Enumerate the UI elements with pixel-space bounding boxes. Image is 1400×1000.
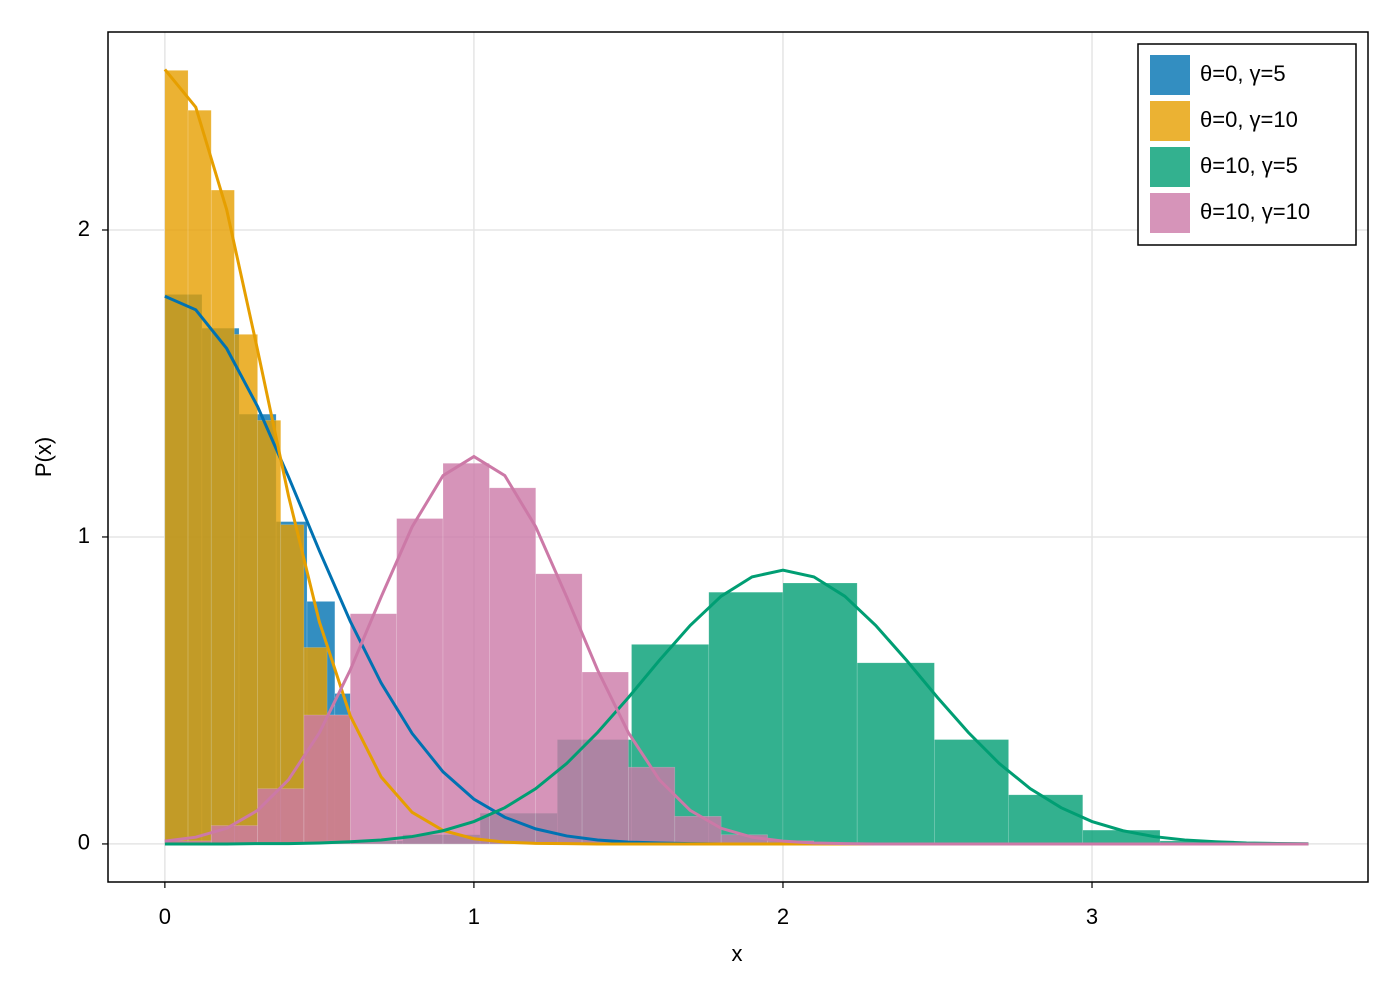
legend-label: θ=0, γ=5 [1200, 61, 1286, 86]
histogram-bar [187, 109, 212, 845]
legend-label: θ=10, γ=5 [1200, 153, 1298, 178]
histogram-bar [856, 662, 935, 845]
histogram-bar [628, 766, 676, 845]
x-tick-label: 0 [159, 904, 171, 929]
plot-frame [107, 31, 1369, 883]
x-axis-label: x [732, 941, 743, 966]
histogram-bar [934, 739, 1009, 845]
y-axis-label: P(x) [31, 437, 56, 477]
histogram-bar [674, 816, 722, 845]
legend-label: θ=10, γ=10 [1200, 199, 1310, 224]
histogram-bar [210, 189, 235, 845]
legend-label: θ=0, γ=10 [1200, 107, 1298, 132]
histogram-bar [303, 714, 351, 845]
y-tick-label: 1 [78, 523, 90, 548]
y-tick-label: 2 [78, 216, 90, 241]
histogram-bar [257, 420, 282, 845]
histogram-bar [782, 582, 858, 845]
density-line [164, 454, 1309, 846]
histogram-bar [708, 591, 784, 845]
histogram-bar [1008, 794, 1084, 845]
legend-swatch [1150, 147, 1190, 187]
histogram-bar [489, 487, 537, 845]
histogram-bar [581, 671, 629, 845]
histogram-bar [164, 70, 189, 845]
x-tick-label: 1 [468, 904, 480, 929]
histogram-bar [210, 825, 258, 845]
histogram-bar [257, 788, 305, 845]
legend: θ=0, γ=5 θ=0, γ=10 θ=10, γ=5 θ=10, γ=10 [1137, 43, 1357, 246]
x-tick-label: 2 [777, 904, 789, 929]
histogram-bar [234, 334, 258, 845]
legend-swatch [1150, 101, 1190, 141]
legend-swatch [1150, 193, 1190, 233]
x-tick-label: 3 [1086, 904, 1098, 929]
histogram-bar [396, 518, 444, 845]
y-tick-label: 0 [78, 830, 90, 855]
density-line [164, 568, 1309, 846]
legend-swatch [1150, 55, 1190, 95]
histogram-bar [442, 462, 490, 845]
